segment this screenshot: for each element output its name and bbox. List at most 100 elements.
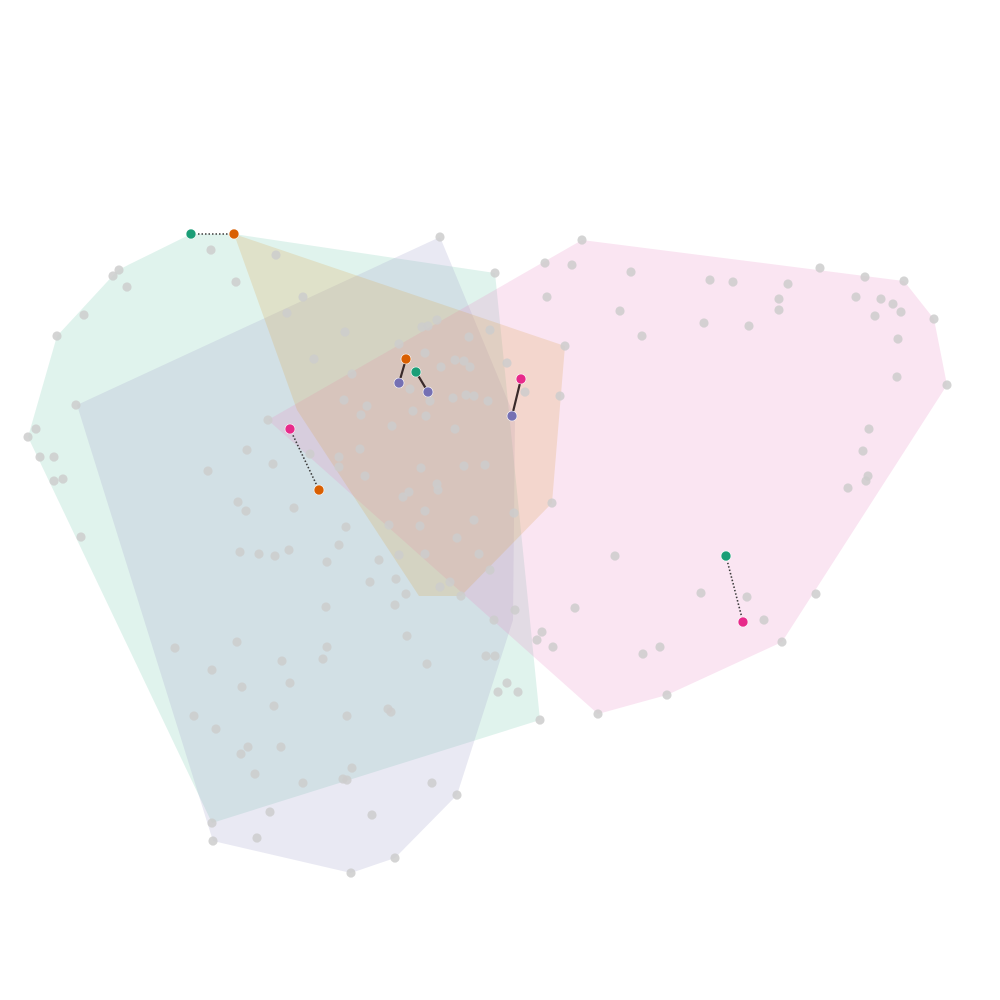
data-point <box>425 396 435 406</box>
data-point <box>436 362 446 372</box>
data-point <box>401 589 411 599</box>
highlighted-point <box>422 386 434 398</box>
data-point <box>386 707 396 717</box>
data-point <box>892 372 902 382</box>
data-point <box>870 311 880 321</box>
data-point <box>485 565 495 575</box>
data-point <box>728 277 738 287</box>
data-point <box>888 299 898 309</box>
data-point <box>207 665 217 675</box>
data-point <box>465 362 475 372</box>
data-point <box>537 627 547 637</box>
data-point <box>510 605 520 615</box>
data-point <box>189 711 199 721</box>
data-point <box>367 810 377 820</box>
data-point <box>448 393 458 403</box>
data-point <box>942 380 952 390</box>
highlighted-point <box>515 373 527 385</box>
hull-purple <box>77 237 515 873</box>
data-point <box>298 292 308 302</box>
data-point <box>615 306 625 316</box>
highlighted-point <box>284 423 296 435</box>
data-point <box>513 687 523 697</box>
data-point <box>298 778 308 788</box>
data-point <box>469 391 479 401</box>
data-point <box>532 635 542 645</box>
data-point <box>520 387 530 397</box>
data-point <box>464 332 474 342</box>
data-point <box>233 497 243 507</box>
data-point <box>334 452 344 462</box>
link-solid <box>510 377 523 418</box>
data-point <box>341 522 351 532</box>
data-point <box>433 485 443 495</box>
data-point <box>342 775 352 785</box>
data-point <box>547 498 557 508</box>
data-point <box>122 282 132 292</box>
data-point <box>427 778 437 788</box>
point-layer <box>23 229 952 878</box>
data-point <box>535 715 545 725</box>
data-point <box>744 321 754 331</box>
data-point <box>742 592 752 602</box>
data-point <box>420 549 430 559</box>
data-point <box>52 331 62 341</box>
hull-layer <box>28 234 947 873</box>
data-point <box>231 277 241 287</box>
data-point <box>321 602 331 612</box>
highlighted-point <box>185 228 197 240</box>
hull-green <box>28 234 540 823</box>
data-point <box>243 742 253 752</box>
data-point <box>114 265 124 275</box>
data-point <box>242 445 252 455</box>
hull-orange <box>234 234 565 596</box>
data-point <box>265 807 275 817</box>
data-point <box>347 763 357 773</box>
data-point <box>235 547 245 557</box>
data-point <box>445 577 455 587</box>
highlighted-point <box>506 410 518 422</box>
data-point <box>390 600 400 610</box>
link-dotted <box>289 428 320 491</box>
data-point <box>342 711 352 721</box>
data-point <box>485 325 495 335</box>
data-point <box>203 466 213 476</box>
highlighted-point <box>410 366 422 378</box>
data-point <box>610 551 620 561</box>
data-point <box>284 545 294 555</box>
data-point <box>452 790 462 800</box>
highlight-layer <box>185 228 749 628</box>
highlighted-point <box>720 550 732 562</box>
data-point <box>705 275 715 285</box>
data-point <box>277 656 287 666</box>
data-point <box>23 432 33 442</box>
data-point <box>398 492 408 502</box>
data-point <box>474 549 484 559</box>
data-point <box>420 506 430 516</box>
highlighted-point <box>400 353 412 365</box>
data-point <box>774 294 784 304</box>
data-point <box>31 424 41 434</box>
data-point <box>759 615 769 625</box>
data-point <box>548 642 558 652</box>
data-point <box>570 603 580 613</box>
data-point <box>289 503 299 513</box>
highlighted-point <box>228 228 240 240</box>
data-point <box>489 615 499 625</box>
data-point <box>509 508 519 518</box>
data-point <box>49 476 59 486</box>
data-point <box>815 263 825 273</box>
data-point <box>655 642 665 652</box>
data-point <box>493 687 503 697</box>
data-point <box>459 461 469 471</box>
data-point <box>276 742 286 752</box>
data-point <box>355 444 365 454</box>
data-point <box>456 591 466 601</box>
data-point <box>626 267 636 277</box>
data-point <box>860 272 870 282</box>
data-point <box>461 390 471 400</box>
data-point <box>452 533 462 543</box>
data-point <box>450 424 460 434</box>
data-point <box>864 424 874 434</box>
